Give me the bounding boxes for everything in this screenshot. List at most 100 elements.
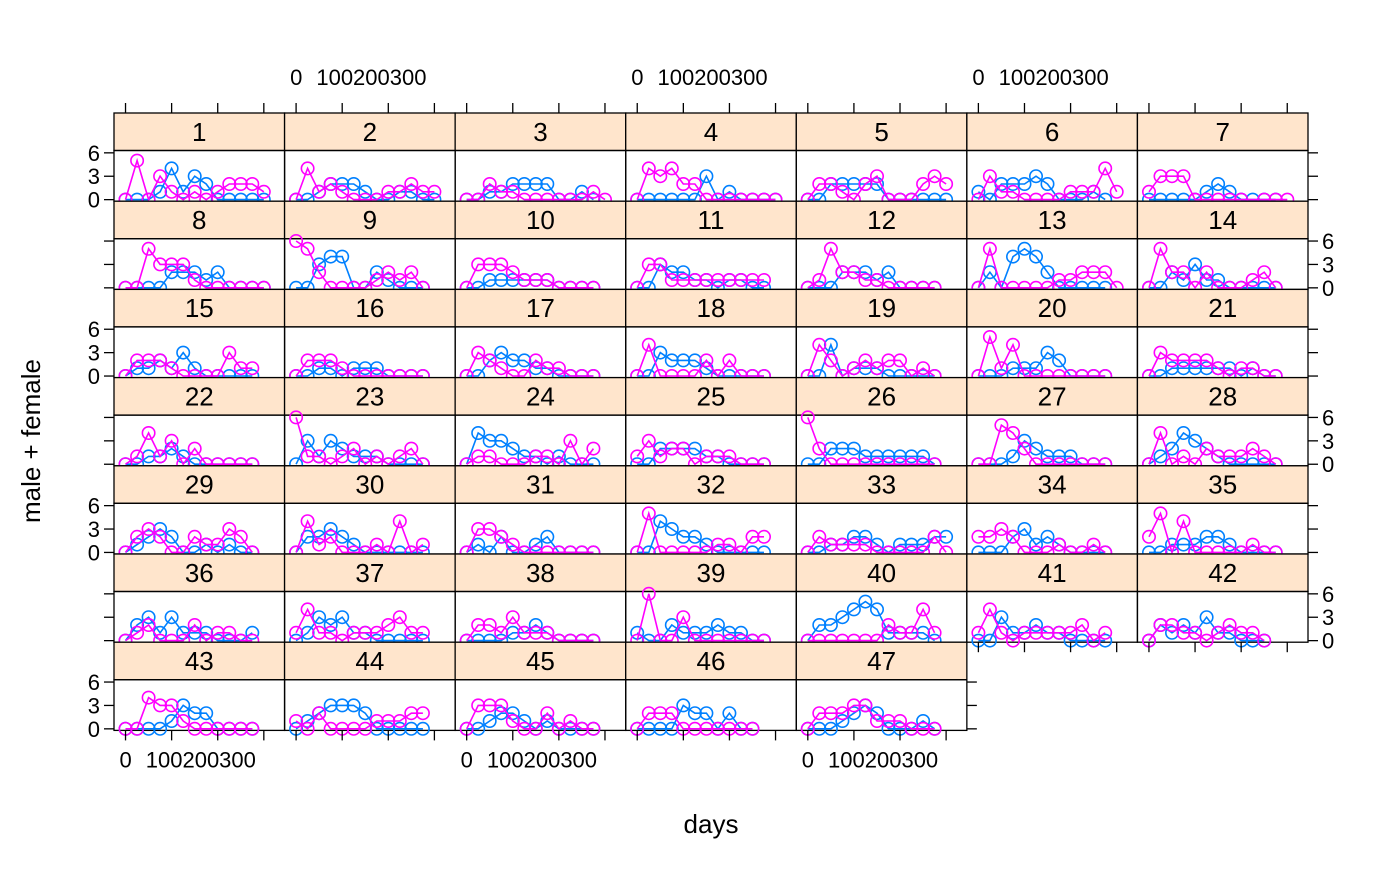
data-point-male: [1075, 633, 1090, 648]
data-point-female: [745, 721, 760, 736]
data-point-male: [664, 521, 679, 536]
data-point-female: [392, 514, 407, 529]
data-point-female: [699, 353, 714, 368]
data-point-male: [471, 537, 486, 552]
data-point-female: [1153, 169, 1168, 184]
data-point-female: [323, 625, 338, 640]
y-tick-label: 0: [88, 540, 100, 565]
data-point-female: [335, 184, 350, 199]
data-point-female: [517, 721, 532, 736]
data-point-female: [892, 625, 907, 640]
data-point-female: [664, 161, 679, 176]
data-point-female: [881, 713, 896, 728]
data-point-female: [994, 184, 1009, 199]
data-point-male: [1176, 537, 1191, 552]
data-point-female: [586, 184, 601, 199]
data-point-male: [1040, 177, 1055, 192]
x-tick-label: 100200300: [487, 747, 597, 772]
data-point-female: [699, 449, 714, 464]
panel-strip-label: 46: [697, 646, 726, 676]
data-point-male: [1017, 177, 1032, 192]
panel-frame: [454, 414, 627, 467]
data-point-female: [927, 625, 942, 640]
data-point-female: [858, 272, 873, 287]
y-tick-label: 3: [88, 341, 100, 366]
data-point-female: [300, 514, 315, 529]
panel-strip-label: 41: [1038, 558, 1067, 588]
series-line-female: [465, 351, 594, 377]
data-point-female: [982, 329, 997, 344]
y-tick-label: 3: [1322, 605, 1334, 630]
data-point-female: [1165, 617, 1180, 632]
data-point-female: [574, 721, 589, 736]
data-point-male: [664, 353, 679, 368]
panel-strip: [283, 553, 456, 593]
data-point-male: [835, 610, 850, 625]
data-point-male: [517, 353, 532, 368]
data-point-female: [994, 418, 1009, 433]
y-tick-label: 3: [1322, 252, 1334, 277]
data-point-male: [1005, 177, 1020, 192]
data-point-male: [1052, 353, 1067, 368]
data-point-female: [346, 721, 361, 736]
data-point-female: [233, 721, 248, 736]
y-tick-label: 6: [88, 670, 100, 695]
data-point-female: [916, 177, 931, 192]
data-point-male: [904, 449, 919, 464]
data-point-female: [823, 537, 838, 552]
data-point-female: [745, 272, 760, 287]
panel-strip-label: 39: [697, 558, 726, 588]
data-point-female: [1040, 625, 1055, 640]
data-point-female: [199, 721, 214, 736]
data-point-male: [994, 610, 1009, 625]
panel-strip-label: 42: [1208, 558, 1237, 588]
panel-14: 14: [1136, 200, 1309, 295]
data-point-female: [130, 529, 145, 544]
data-point-male: [1188, 433, 1203, 448]
panel-strip-label: 44: [355, 646, 384, 676]
series-line-female: [807, 175, 947, 201]
data-point-female: [971, 529, 986, 544]
data-point-male: [540, 529, 555, 544]
data-point-female: [346, 625, 361, 640]
data-point-male: [1199, 529, 1214, 544]
panel-strip: [113, 288, 286, 328]
data-point-female: [1005, 337, 1020, 352]
panel-40: 40: [795, 553, 968, 648]
data-point-male: [369, 721, 384, 736]
data-point-male: [245, 625, 260, 640]
panel-strip: [966, 376, 1139, 416]
data-point-female: [540, 625, 555, 640]
data-point-female: [1063, 625, 1078, 640]
data-point-female: [245, 177, 260, 192]
data-point-male: [153, 721, 168, 736]
panel-21: 21: [1136, 288, 1309, 383]
data-point-male: [199, 272, 214, 287]
data-point-female: [676, 610, 691, 625]
y-tick-label: 0: [1322, 629, 1334, 654]
data-point-male: [687, 529, 702, 544]
panel-strip-label: 22: [185, 381, 214, 411]
panel-strip-label: 21: [1208, 293, 1237, 323]
data-point-male: [346, 361, 361, 376]
data-point-female: [823, 706, 838, 721]
panel-strip-label: 29: [185, 470, 214, 500]
x-tick-label: 0: [802, 747, 814, 772]
panel-strip: [283, 288, 456, 328]
data-point-female: [482, 698, 497, 713]
x-tick-label: 100200300: [999, 65, 1109, 90]
data-point-male: [1199, 184, 1214, 199]
data-point-male: [1029, 441, 1044, 456]
x-tick-labels: 0 100200300: [461, 747, 597, 772]
data-point-female: [153, 169, 168, 184]
data-point-female: [710, 272, 725, 287]
data-point-female: [300, 449, 315, 464]
data-point-female: [130, 153, 145, 168]
series-line-female: [977, 166, 1118, 201]
data-point-male: [563, 721, 578, 736]
data-point-female: [141, 353, 156, 368]
panel-strip: [1136, 288, 1309, 328]
data-point-male: [187, 169, 202, 184]
